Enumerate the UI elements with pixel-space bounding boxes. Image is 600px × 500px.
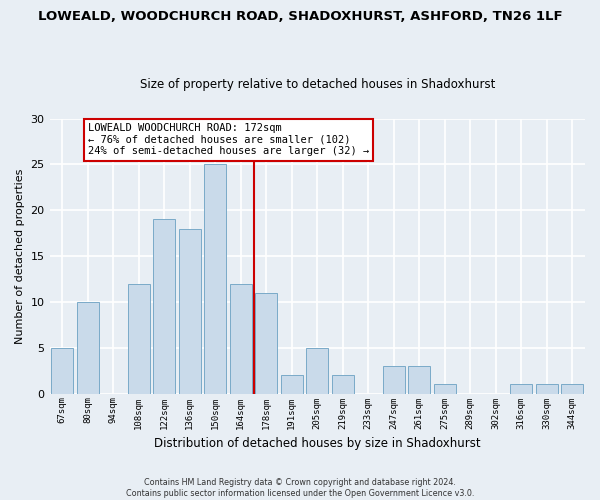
Text: Contains HM Land Registry data © Crown copyright and database right 2024.
Contai: Contains HM Land Registry data © Crown c… <box>126 478 474 498</box>
Bar <box>128 284 149 394</box>
Bar <box>383 366 404 394</box>
Title: Size of property relative to detached houses in Shadoxhurst: Size of property relative to detached ho… <box>140 78 495 91</box>
Bar <box>52 348 73 394</box>
Text: LOWEALD, WOODCHURCH ROAD, SHADOXHURST, ASHFORD, TN26 1LF: LOWEALD, WOODCHURCH ROAD, SHADOXHURST, A… <box>38 10 562 23</box>
Bar <box>434 384 455 394</box>
Bar <box>536 384 557 394</box>
Bar <box>562 384 583 394</box>
Bar <box>332 376 353 394</box>
X-axis label: Distribution of detached houses by size in Shadoxhurst: Distribution of detached houses by size … <box>154 437 481 450</box>
Bar <box>179 228 200 394</box>
Text: LOWEALD WOODCHURCH ROAD: 172sqm
← 76% of detached houses are smaller (102)
24% o: LOWEALD WOODCHURCH ROAD: 172sqm ← 76% of… <box>88 123 369 156</box>
Bar <box>205 164 226 394</box>
Bar <box>230 284 251 394</box>
Bar <box>307 348 328 394</box>
Bar <box>281 376 302 394</box>
Bar <box>154 220 175 394</box>
Bar <box>256 293 277 394</box>
Bar <box>409 366 430 394</box>
Bar <box>77 302 98 394</box>
Bar <box>511 384 532 394</box>
Y-axis label: Number of detached properties: Number of detached properties <box>15 168 25 344</box>
